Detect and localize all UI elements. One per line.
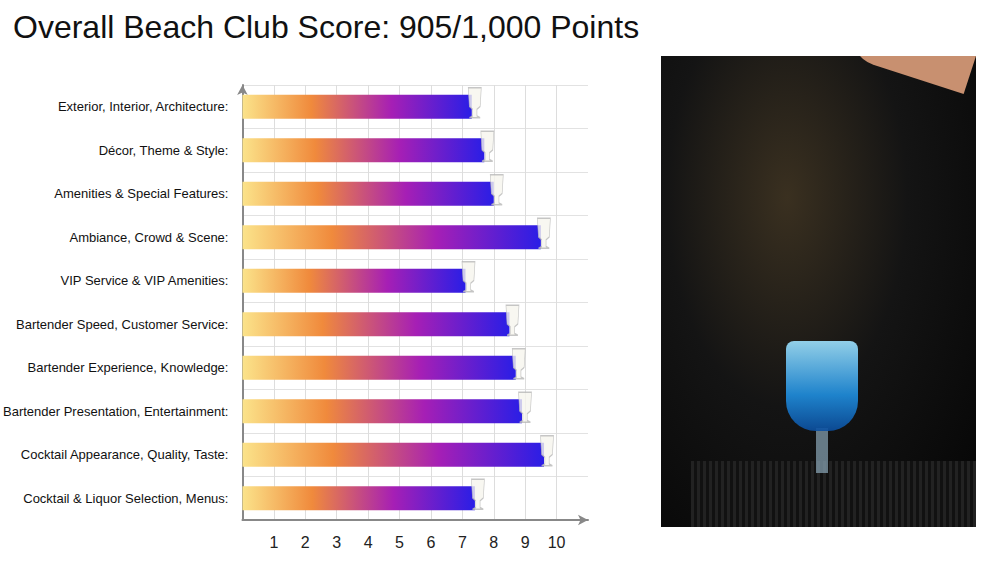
svg-text:4: 4 [364,534,373,551]
svg-text:Ambiance, Crowd & Scene:: Ambiance, Crowd & Scene: [69,230,228,245]
svg-text:8: 8 [489,534,498,551]
svg-text:VIP Service & VIP Amenities:: VIP Service & VIP Amenities: [61,273,229,288]
svg-text:Cocktail & Liquor Selection, M: Cocktail & Liquor Selection, Menus: [23,491,228,506]
svg-text:3: 3 [332,534,341,551]
svg-text:6: 6 [426,534,435,551]
svg-text:Amenities & Special Features:: Amenities & Special Features: [54,186,228,201]
svg-text:2: 2 [301,534,310,551]
svg-text:1: 1 [269,534,278,551]
svg-text:9: 9 [521,534,530,551]
svg-text:Bartender Speed, Customer Serv: Bartender Speed, Customer Service: [16,317,228,332]
svg-text:10: 10 [548,534,566,551]
svg-text:Bartender Experience, Knowledg: Bartender Experience, Knowledge: [28,360,229,375]
svg-text:Décor, Theme & Style:: Décor, Theme & Style: [99,143,229,158]
svg-text:Overall Beach Club Score: 905/: Overall Beach Club Score: 905/1,000 Poin… [13,9,639,45]
svg-text:7: 7 [458,534,467,551]
svg-text:Bartender Presentation, Entert: Bartender Presentation, Entertainment: [3,404,228,419]
svg-text:5: 5 [395,534,404,551]
svg-text:Cocktail Appearance, Quality,: Cocktail Appearance, Quality, Taste: [21,447,229,462]
svg-text:Exterior, Interior, Architectu: Exterior, Interior, Architecture: [58,99,229,114]
